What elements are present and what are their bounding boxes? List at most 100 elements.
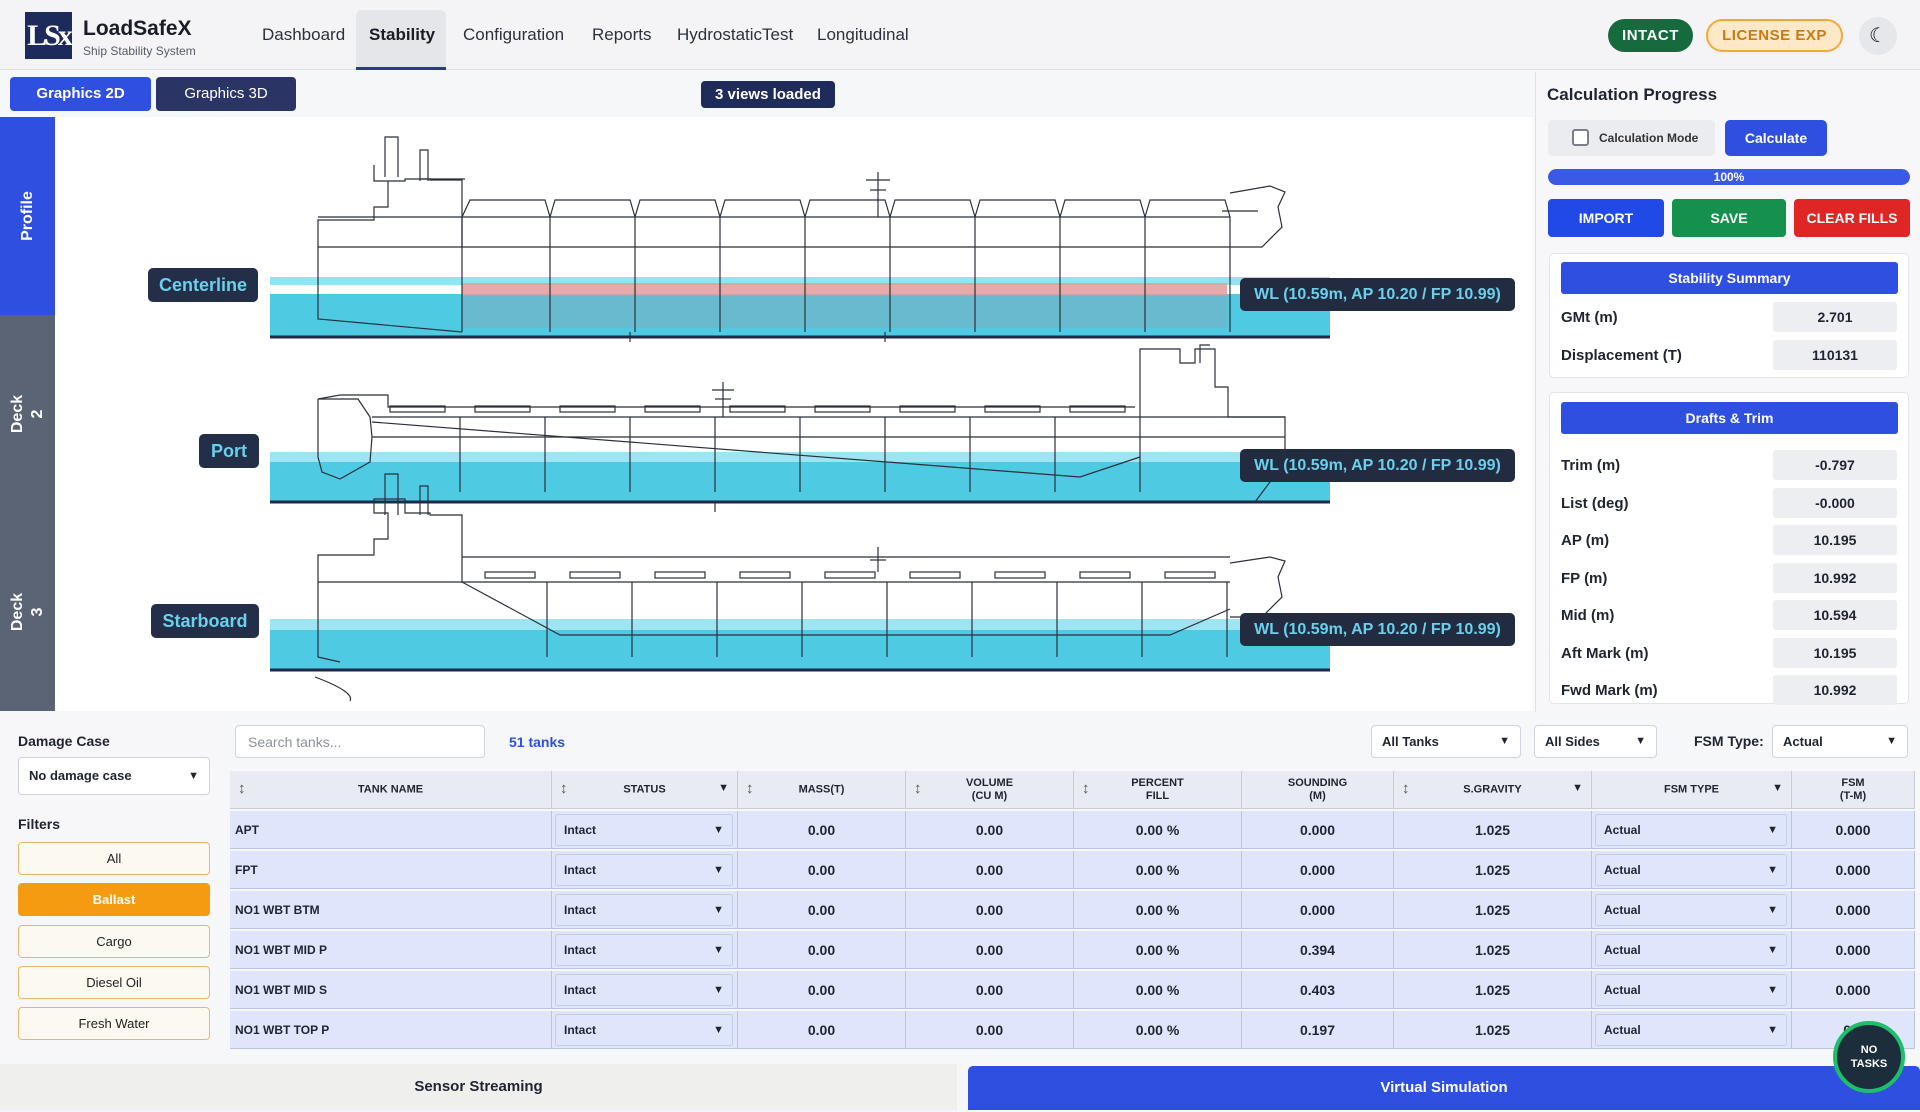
drafts-row-label: Aft Mark (m) <box>1561 644 1649 662</box>
cell-fsm: 0.000 <box>1792 851 1915 889</box>
sort-icon[interactable]: ↕ <box>746 780 754 797</box>
save-button[interactable]: SAVE <box>1672 199 1786 237</box>
views-loaded-badge: 3 views loaded <box>701 81 835 108</box>
drafts-row-value: 10.195 <box>1773 637 1897 668</box>
column-header-sounding[interactable]: SOUNDING (M) <box>1242 771 1394 809</box>
table-row[interactable]: FPT Intact ▼ 0.00 0.00 0.00 % 0.000 1.025 Actual… <box>230 851 1915 890</box>
nav-configuration[interactable]: Configuration <box>463 25 565 44</box>
side-tab-deck-3[interactable]: Deck 3 <box>0 513 55 711</box>
displacement-label: Displacement (T) <box>1561 347 1682 364</box>
filter-icon[interactable]: ▼ <box>718 782 729 794</box>
gmt-value: 2.701 <box>1773 302 1897 332</box>
cell-percent-fill: 0.00 % <box>1074 811 1242 849</box>
table-row[interactable]: APT Intact ▼ 0.00 0.00 0.00 % 0.000 1.025 Actual… <box>230 811 1915 850</box>
cell-mass: 0.00 <box>738 931 906 969</box>
gmt-label: GMt (m) <box>1561 309 1618 326</box>
cell-percent-fill: 0.00 % <box>1074 971 1242 1009</box>
license-expiry-badge[interactable]: LICENSE EXP <box>1706 19 1843 52</box>
fsm-type-dropdown[interactable]: Actual ▼ <box>1595 974 1787 1006</box>
cell-status: Intact ▼ <box>552 931 738 969</box>
damage-case-select[interactable]: No damage case ▼ <box>18 757 210 795</box>
cell-status: Intact ▼ <box>552 1011 738 1049</box>
nav-stability[interactable]: Stability <box>369 25 436 44</box>
drafts-row-value: -0.000 <box>1773 487 1897 518</box>
all-sides-select[interactable]: All Sides ▼ <box>1534 725 1657 758</box>
cell-s-gravity: 1.025 <box>1394 971 1592 1009</box>
calculate-button[interactable]: Calculate <box>1725 120 1827 156</box>
fsm-type-dropdown[interactable]: Actual ▼ <box>1595 854 1787 886</box>
fsm-type-dropdown[interactable]: Actual ▼ <box>1595 894 1787 926</box>
theme-toggle-button[interactable]: ☾ <box>1859 17 1897 55</box>
all-tanks-select[interactable]: All Tanks ▼ <box>1371 725 1521 758</box>
filter-all-button[interactable]: All <box>18 842 210 875</box>
column-header-percent-fill[interactable]: PERCENT FILL ↕ <box>1074 771 1242 809</box>
task-status-indicator[interactable]: NO TASKS <box>1833 1021 1905 1093</box>
column-header-mass[interactable]: MASS(T) ↕ <box>738 771 906 809</box>
cell-status: Intact ▼ <box>552 891 738 929</box>
cell-mass: 0.00 <box>738 891 906 929</box>
cell-sounding: 0.197 <box>1242 1011 1394 1049</box>
filter-icon[interactable]: ▼ <box>1572 782 1583 794</box>
filter-cargo-button[interactable]: Cargo <box>18 924 210 958</box>
column-header-tank-name[interactable]: TANK NAME ↕ <box>230 771 552 809</box>
search-tanks-input[interactable] <box>235 725 485 758</box>
status-dropdown[interactable]: Intact ▼ <box>555 854 733 886</box>
virtual-simulation-button[interactable]: Virtual Simulation <box>968 1066 1920 1110</box>
nav-dashboard[interactable]: Dashboard <box>262 25 346 44</box>
cell-sounding: 0.403 <box>1242 971 1394 1009</box>
filter-ballast-button[interactable]: Ballast <box>18 883 210 917</box>
tab-graphics-2d[interactable]: Graphics 2D <box>10 77 151 111</box>
clear-fills-button[interactable]: CLEAR FILLS <box>1794 199 1910 237</box>
fsm-type-select[interactable]: Actual ▼ <box>1772 725 1908 758</box>
cell-s-gravity: 1.025 <box>1394 811 1592 849</box>
calculation-mode-checkbox[interactable] <box>1572 129 1589 146</box>
nav-reports[interactable]: Reports <box>592 25 652 44</box>
table-row[interactable]: NO1 WBT MID S Intact ▼ 0.00 0.00 0.00 % 0.403 1… <box>230 971 1915 1010</box>
app-title: LoadSafeX <box>83 17 192 40</box>
sort-icon[interactable]: ↕ <box>1402 780 1410 797</box>
fsm-type-dropdown[interactable]: Actual ▼ <box>1595 1014 1787 1046</box>
table-row[interactable]: NO1 WBT BTM Intact ▼ 0.00 0.00 0.00 % 0.000 1.0… <box>230 891 1915 930</box>
fsm-type-dropdown[interactable]: Actual ▼ <box>1595 934 1787 966</box>
status-dropdown[interactable]: Intact ▼ <box>555 814 733 846</box>
cell-tank-name: NO1 WBT TOP P <box>230 1011 552 1049</box>
column-header-status[interactable]: STATUS ↕ ▼ <box>552 771 738 809</box>
filter-fresh-water-button[interactable]: Fresh Water <box>18 1007 210 1041</box>
tab-graphics-3d[interactable]: Graphics 3D <box>156 77 296 111</box>
sort-icon[interactable]: ↕ <box>560 780 568 797</box>
fsm-type-dropdown[interactable]: Actual ▼ <box>1595 814 1787 846</box>
status-dropdown[interactable]: Intact ▼ <box>555 934 733 966</box>
column-header-volume[interactable]: VOLUME (CU M) ↕ <box>906 771 1074 809</box>
cell-mass: 0.00 <box>738 811 906 849</box>
sensor-streaming-button[interactable]: Sensor Streaming <box>0 1064 957 1110</box>
column-header-fsm[interactable]: FSM (T-M) <box>1792 771 1915 809</box>
column-header-fsm-type[interactable]: FSM TYPE ▼ <box>1592 771 1792 809</box>
nav-hydrostatic-test[interactable]: HydrostaticTest <box>677 25 794 44</box>
ship-graphics-canvas[interactable]: Profile Deck 2 Deck 3 <box>0 117 1533 711</box>
calculation-progress-bar <box>1548 169 1910 185</box>
sort-icon[interactable]: ↕ <box>1082 780 1090 797</box>
status-dropdown[interactable]: Intact ▼ <box>555 974 733 1006</box>
view-label-port: Port <box>199 434 259 468</box>
side-tab-profile[interactable]: Profile <box>0 117 55 315</box>
table-row[interactable]: NO1 WBT MID P Intact ▼ 0.00 0.00 0.00 % 0.394 1… <box>230 931 1915 970</box>
chevron-down-icon: ▼ <box>713 944 724 956</box>
sort-icon[interactable]: ↕ <box>238 780 246 797</box>
cell-fsm: 0.000 <box>1792 971 1915 1009</box>
filter-icon[interactable]: ▼ <box>1772 782 1783 794</box>
column-header-s-gravity[interactable]: S.GRAVITY ↕ ▼ <box>1394 771 1592 809</box>
import-button[interactable]: IMPORT <box>1548 199 1664 237</box>
sort-icon[interactable]: ↕ <box>914 780 922 797</box>
table-row[interactable]: NO1 WBT TOP P Intact ▼ 0.00 0.00 0.00 % 0.197 1… <box>230 1011 1915 1050</box>
cell-tank-name: FPT <box>230 851 552 889</box>
side-tab-deck-2[interactable]: Deck 2 <box>0 315 55 513</box>
filter-diesel-oil-button[interactable]: Diesel Oil <box>18 965 210 999</box>
cell-fsm: 0.000 <box>1792 891 1915 929</box>
cell-volume: 0.00 <box>906 811 1074 849</box>
status-dropdown[interactable]: Intact ▼ <box>555 1014 733 1046</box>
nav-longitudinal[interactable]: Longitudinal <box>817 25 909 44</box>
status-dropdown[interactable]: Intact ▼ <box>555 894 733 926</box>
chevron-down-icon: ▼ <box>713 1024 724 1036</box>
chevron-down-icon: ▼ <box>1767 1024 1778 1036</box>
cell-percent-fill: 0.00 % <box>1074 931 1242 969</box>
